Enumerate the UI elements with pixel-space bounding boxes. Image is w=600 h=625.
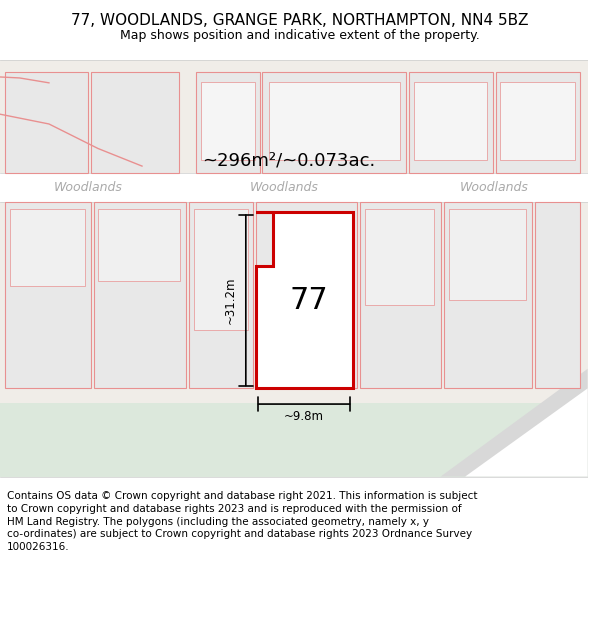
Bar (500, 82, 575, 160)
Text: HM Land Registry. The polygons (including the associated geometry, namely x, y: HM Land Registry. The polygons (includin… (7, 517, 429, 527)
Bar (256, 202, 358, 388)
Text: Contains OS data © Crown copyright and database right 2021. This information is : Contains OS data © Crown copyright and d… (7, 491, 478, 501)
Bar (409, 72, 493, 173)
Bar (496, 72, 580, 173)
Text: ~9.8m: ~9.8m (284, 410, 324, 423)
Bar (535, 202, 580, 388)
Polygon shape (441, 369, 587, 476)
Bar (414, 82, 487, 160)
Bar (98, 209, 180, 281)
Bar (0, 476, 587, 619)
Bar (94, 202, 186, 388)
Bar (189, 202, 253, 388)
Bar (0, 173, 587, 203)
Text: ~296m²/~0.073ac.: ~296m²/~0.073ac. (202, 151, 376, 169)
Bar (365, 209, 434, 305)
Text: co-ordinates) are subject to Crown copyright and database rights 2023 Ordnance S: co-ordinates) are subject to Crown copyr… (7, 529, 472, 539)
Text: 77: 77 (290, 286, 328, 315)
Polygon shape (256, 212, 353, 388)
Text: Woodlands: Woodlands (54, 181, 122, 194)
Text: ~31.2m: ~31.2m (224, 276, 236, 324)
Bar (5, 72, 88, 173)
Text: Woodlands: Woodlands (460, 181, 529, 194)
Text: 100026316.: 100026316. (7, 542, 70, 552)
Bar (361, 202, 441, 388)
Bar (194, 209, 248, 329)
Bar (0, 61, 587, 476)
Text: Map shows position and indicative extent of the property.: Map shows position and indicative extent… (120, 29, 480, 42)
Bar (201, 82, 254, 160)
Bar (0, 403, 587, 476)
Polygon shape (465, 388, 587, 476)
Bar (262, 72, 406, 173)
Text: Woodlands: Woodlands (250, 181, 319, 194)
Bar (443, 202, 532, 388)
Text: to Crown copyright and database rights 2023 and is reproduced with the permissio: to Crown copyright and database rights 2… (7, 504, 461, 514)
Bar (10, 209, 85, 286)
Bar (269, 82, 400, 160)
Bar (449, 209, 526, 300)
Bar (5, 202, 91, 388)
Text: 77, WOODLANDS, GRANGE PARK, NORTHAMPTON, NN4 5BZ: 77, WOODLANDS, GRANGE PARK, NORTHAMPTON,… (71, 13, 529, 28)
Bar (196, 72, 260, 173)
Bar (91, 72, 179, 173)
